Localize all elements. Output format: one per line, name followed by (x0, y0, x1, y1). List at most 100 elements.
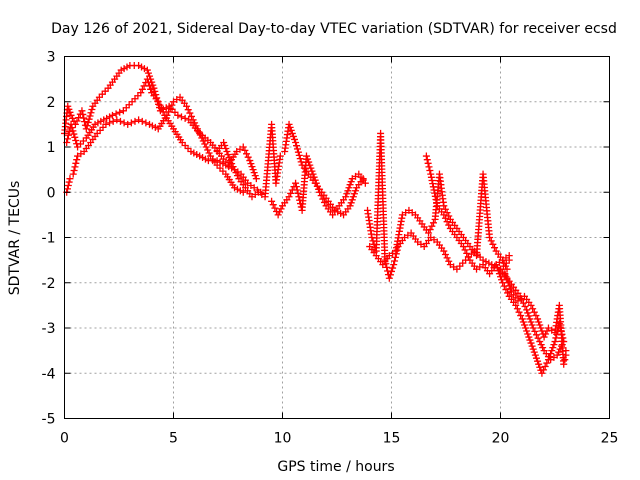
x-tick-label: 5 (169, 431, 178, 447)
data-point (312, 179, 320, 187)
data-point (518, 315, 526, 323)
data-point (231, 166, 239, 174)
data-point (289, 132, 297, 140)
y-tick-label: -1 (42, 231, 56, 247)
data-point (349, 193, 357, 201)
data-point (391, 257, 399, 265)
data-point (549, 344, 557, 352)
data-point (70, 167, 78, 175)
data-point (425, 229, 433, 237)
data-point (138, 117, 146, 125)
data-point (543, 359, 551, 367)
data-point (113, 116, 121, 124)
data-point (271, 204, 279, 212)
series-track-j (497, 265, 570, 364)
data-point (390, 261, 398, 269)
data-point (534, 334, 542, 342)
data-point (519, 318, 527, 326)
data-point (221, 141, 229, 149)
data-point (276, 208, 284, 216)
data-point (146, 82, 154, 90)
data-point (193, 125, 201, 133)
data-point (530, 308, 538, 316)
data-point (310, 173, 318, 181)
data-point (430, 186, 438, 194)
data-point (344, 187, 352, 195)
data-point (268, 197, 276, 205)
data-point (307, 164, 315, 172)
data-point (502, 273, 510, 281)
data-point (225, 154, 233, 162)
data-point (223, 148, 231, 156)
data-point (319, 195, 327, 203)
data-point (540, 333, 548, 341)
data-point (293, 145, 301, 153)
data-point (314, 185, 322, 193)
data-point (526, 336, 534, 344)
data-point (560, 360, 568, 368)
data-point (502, 262, 510, 270)
chart-title: Day 126 of 2021, Sidereal Day-to-day VTE… (51, 21, 617, 37)
data-point (530, 348, 538, 356)
data-point (84, 118, 92, 126)
data-point (149, 81, 157, 89)
data-point (552, 334, 560, 342)
data-point (543, 327, 551, 335)
data-point (463, 249, 471, 257)
data-point (428, 222, 436, 230)
data-point (68, 124, 76, 132)
data-point (229, 163, 237, 171)
data-point (539, 344, 547, 352)
data-point (112, 110, 120, 118)
data-point (503, 276, 511, 284)
data-point (72, 137, 80, 145)
data-point (489, 240, 497, 248)
data-point (294, 148, 302, 156)
data-point (427, 173, 435, 181)
data-point (276, 152, 284, 160)
data-point (500, 259, 508, 267)
data-point (536, 321, 544, 329)
data-point (520, 321, 528, 329)
data-point (86, 112, 94, 120)
data-point (106, 119, 114, 127)
data-point (441, 250, 449, 258)
data-point (536, 363, 544, 371)
data-point (186, 109, 194, 117)
data-point (287, 189, 295, 197)
y-tick-label: 0 (47, 185, 56, 201)
data-point (502, 286, 510, 294)
data-point (317, 192, 325, 200)
data-point (239, 188, 247, 196)
data-point (538, 369, 546, 377)
data-point (293, 186, 301, 194)
data-point (501, 270, 509, 278)
data-point (540, 366, 548, 374)
data-point (143, 75, 151, 83)
data-point (464, 253, 472, 261)
data-point (541, 362, 549, 370)
data-point (73, 117, 81, 125)
data-point (534, 357, 542, 365)
data-point (286, 123, 294, 131)
data-point (361, 179, 369, 187)
data-point (127, 119, 135, 127)
data-point (527, 301, 535, 309)
data-point (521, 303, 529, 311)
data-point (548, 347, 556, 355)
data-point (342, 193, 350, 201)
data-point (537, 324, 545, 332)
data-point (551, 338, 559, 346)
data-point (198, 134, 206, 142)
data-point (346, 202, 354, 210)
data-point (440, 202, 448, 210)
data-point (517, 312, 525, 320)
data-point (440, 247, 448, 255)
data-point (183, 102, 191, 110)
data-point (537, 341, 545, 349)
y-tick-label: 1 (47, 140, 56, 156)
data-point (529, 324, 537, 332)
data-point (352, 187, 360, 195)
data-point (425, 163, 433, 171)
data-point (69, 170, 77, 178)
